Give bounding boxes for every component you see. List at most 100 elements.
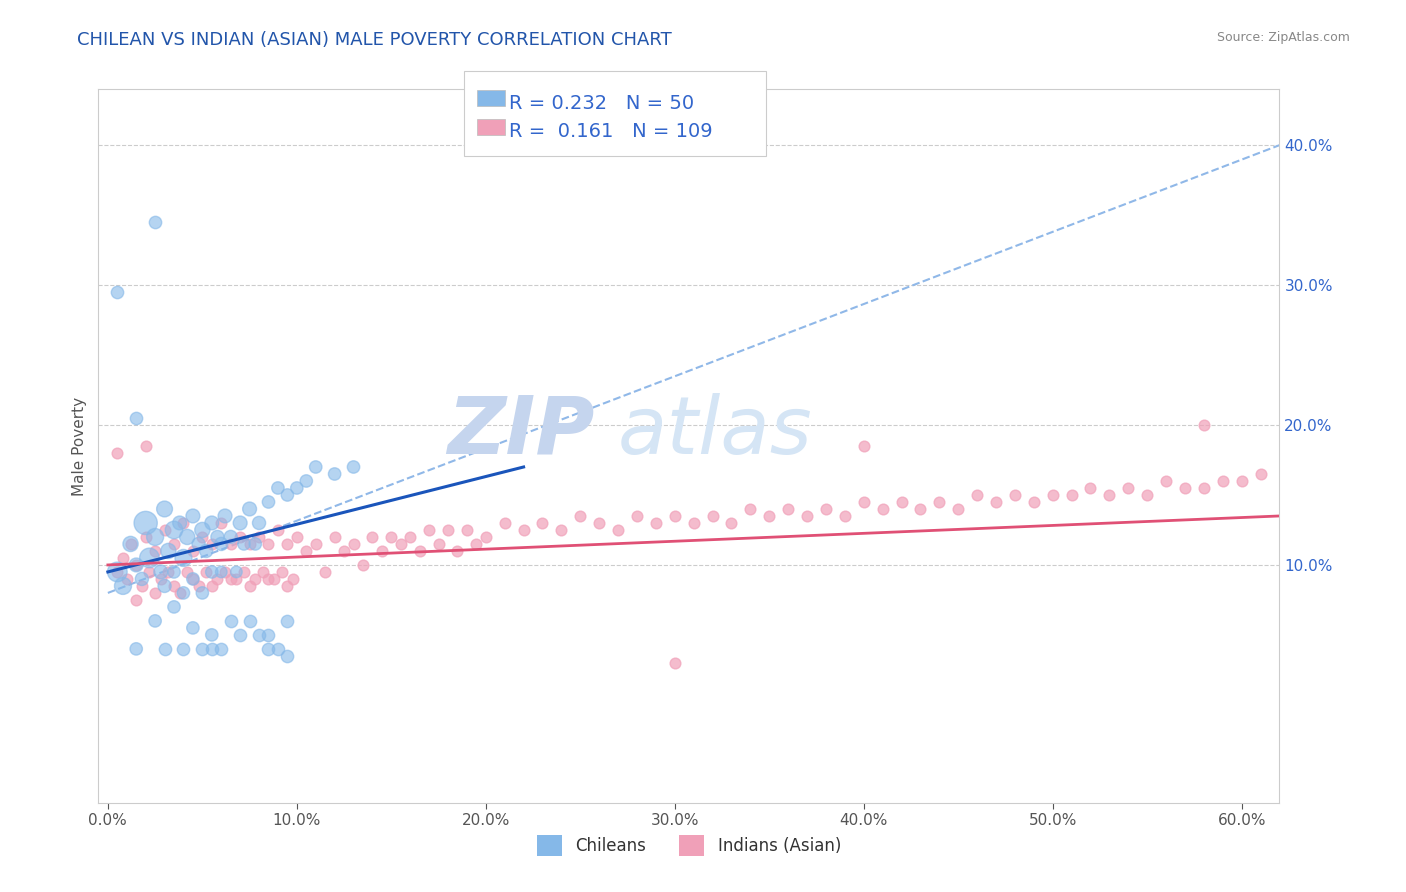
Point — [105, 565, 128, 579]
Point — [181, 572, 204, 586]
Point — [285, 530, 308, 544]
Point — [276, 648, 298, 663]
Point — [115, 572, 138, 586]
Point — [966, 488, 988, 502]
Point — [380, 530, 402, 544]
Point — [143, 544, 166, 558]
Point — [105, 446, 128, 460]
Point — [252, 565, 274, 579]
Point — [131, 572, 153, 586]
Point — [361, 530, 384, 544]
Point — [191, 641, 214, 656]
Point — [245, 537, 267, 551]
Point — [257, 495, 280, 509]
Point — [890, 495, 912, 509]
Point — [305, 460, 328, 475]
Point — [181, 572, 204, 586]
Point — [276, 614, 298, 628]
Point — [201, 628, 224, 642]
Text: R =  0.161   N = 109: R = 0.161 N = 109 — [509, 122, 713, 141]
Point — [125, 641, 148, 656]
Point — [267, 481, 290, 495]
Point — [257, 537, 280, 551]
Point — [214, 565, 236, 579]
Point — [135, 439, 157, 453]
Point — [232, 537, 254, 551]
Point — [852, 495, 875, 509]
Point — [1174, 481, 1197, 495]
Point — [239, 614, 262, 628]
Point — [1080, 481, 1102, 495]
Point — [176, 565, 198, 579]
Point — [323, 530, 346, 544]
Point — [163, 537, 186, 551]
Point — [219, 572, 242, 586]
Point — [295, 474, 318, 488]
Point — [267, 641, 290, 656]
Point — [720, 516, 742, 530]
Point — [512, 523, 534, 537]
Point — [1250, 467, 1272, 481]
Point — [276, 579, 298, 593]
Point — [176, 530, 198, 544]
Point — [157, 565, 180, 579]
Point — [143, 215, 166, 229]
Point — [247, 516, 270, 530]
Text: atlas: atlas — [619, 392, 813, 471]
Point — [531, 516, 554, 530]
Point — [1022, 495, 1045, 509]
Point — [928, 495, 950, 509]
Point — [143, 614, 166, 628]
Point — [219, 530, 242, 544]
Point — [281, 572, 304, 586]
Point — [245, 572, 267, 586]
Point — [437, 523, 460, 537]
Point — [456, 523, 478, 537]
Point — [342, 460, 364, 475]
Point — [191, 586, 214, 600]
Point — [285, 481, 308, 495]
Point — [682, 516, 704, 530]
Point — [181, 508, 204, 523]
Point — [169, 586, 191, 600]
Point — [209, 537, 232, 551]
Point — [207, 530, 229, 544]
Point — [352, 558, 374, 572]
Point — [778, 502, 800, 516]
Point — [125, 558, 148, 572]
Text: Source: ZipAtlas.com: Source: ZipAtlas.com — [1216, 31, 1350, 45]
Point — [257, 628, 280, 642]
Point — [153, 502, 176, 516]
Point — [1154, 474, 1177, 488]
Point — [187, 537, 209, 551]
Point — [201, 579, 224, 593]
Point — [172, 550, 194, 565]
Point — [143, 586, 166, 600]
Point — [153, 641, 176, 656]
Point — [207, 572, 229, 586]
Point — [408, 544, 430, 558]
Point — [1230, 474, 1253, 488]
Point — [219, 537, 242, 551]
Point — [120, 537, 142, 551]
Point — [135, 530, 157, 544]
Point — [105, 565, 128, 579]
Point — [229, 530, 252, 544]
Point — [232, 565, 254, 579]
Point — [239, 579, 262, 593]
Point — [201, 537, 224, 551]
Point — [550, 523, 572, 537]
Point — [225, 565, 247, 579]
Point — [163, 599, 186, 614]
Point — [201, 516, 224, 530]
Point — [163, 565, 186, 579]
Legend: Chileans, Indians (Asian): Chileans, Indians (Asian) — [530, 829, 848, 863]
Point — [157, 544, 180, 558]
Point — [399, 530, 422, 544]
Point — [219, 614, 242, 628]
Point — [267, 523, 290, 537]
Point — [740, 502, 762, 516]
Point — [664, 656, 686, 670]
Point — [305, 537, 328, 551]
Point — [948, 502, 970, 516]
